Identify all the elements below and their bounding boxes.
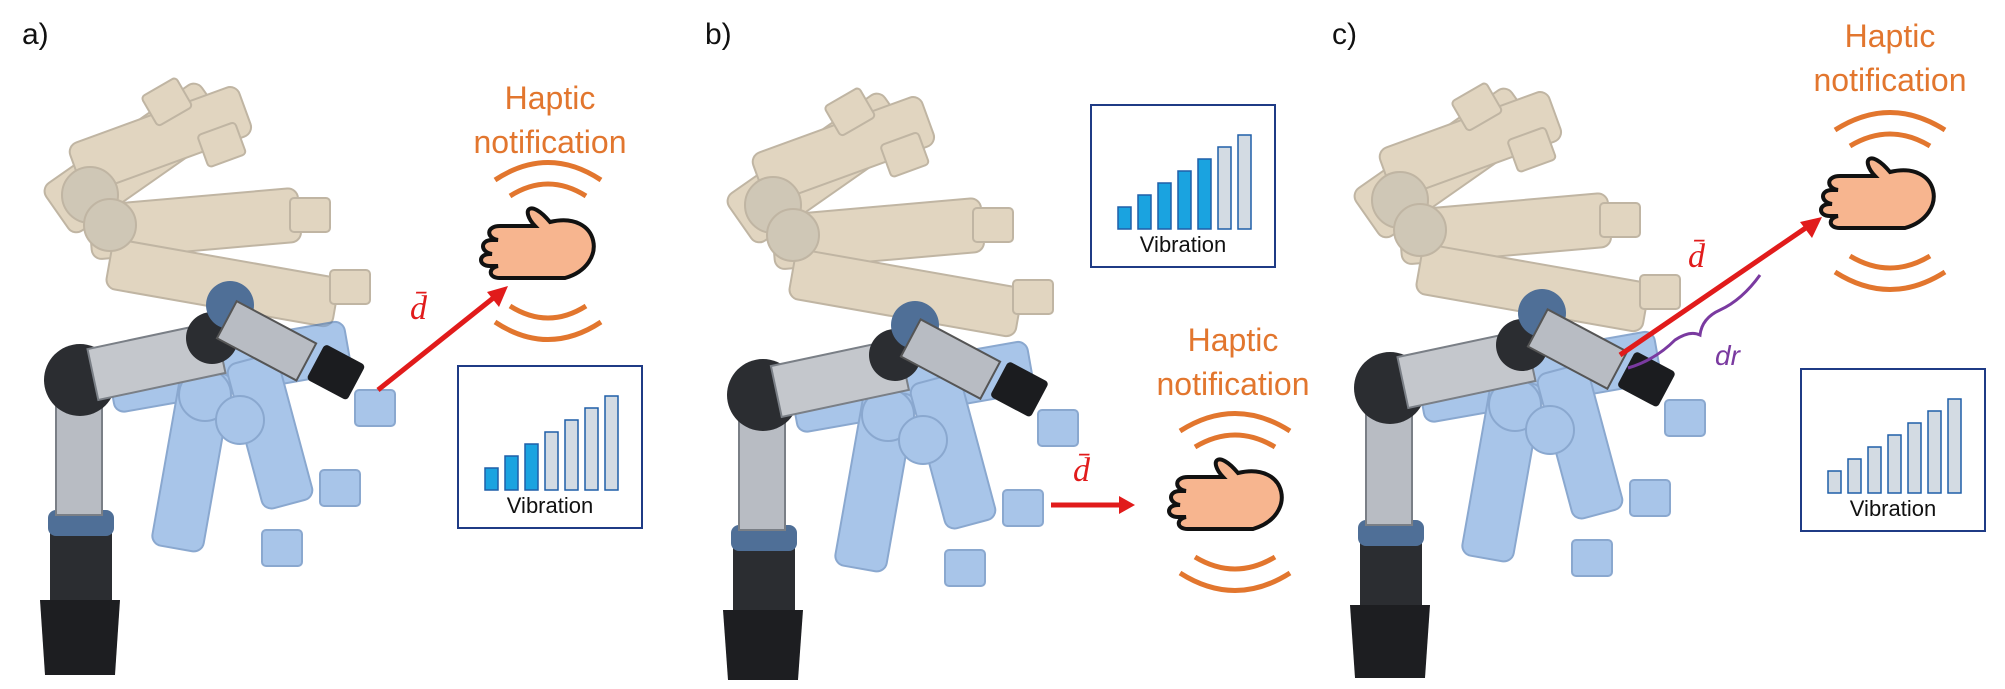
vibration-label: Vibration [506,493,594,518]
vibration-bar [1177,170,1192,230]
vibration-bar [1157,182,1172,230]
vibration-bar [1237,134,1252,230]
vibration-bar [1137,194,1152,230]
distance-arrow [376,293,499,392]
vibration-bars [484,395,619,491]
vibration-bar [1867,446,1882,494]
vibration-label: Vibration [1849,496,1937,521]
haptic-line-2: notification [1813,62,1967,98]
vibration-bar [544,431,559,491]
vibration-bar [1217,146,1232,230]
haptic-line-1: Haptic [1187,322,1279,358]
panel-label: b) [705,18,732,51]
panel-c: c) [1310,0,1986,689]
vibration-bars [1827,398,1962,494]
vibration-waves-icon [493,160,603,342]
panel-label: c) [1332,18,1357,51]
distance-label: d̄ [410,290,427,327]
vibration-waves-icon [1833,110,1947,292]
vibration-indicator: Vibration [1800,368,1986,532]
haptic-notification-label: Haptic notification [1133,318,1333,406]
vibration-bar [484,467,499,491]
range-label: dr [1715,340,1740,371]
vibration-bar [584,407,599,491]
vibration-bar [604,395,619,491]
haptic-line-1: Haptic [504,80,596,116]
robot-arm-illustration [1350,82,1947,678]
vibration-bar [564,419,579,491]
vibration-bars [1117,134,1252,230]
vibration-bar [1847,458,1862,494]
vibration-indicator: Vibration [457,365,643,529]
panel-b: b) [683,0,1351,689]
vibration-bar [1927,410,1942,494]
hand-icon [479,206,596,280]
range-brace [1627,274,1762,370]
robot-arm-illustration [40,77,603,675]
distance-arrow [1618,222,1812,358]
panel-label: a) [22,18,49,51]
vibration-bar [524,443,539,491]
hand-icon [1819,156,1936,230]
vibration-bar [1117,206,1132,230]
vibration-bar [504,455,519,491]
haptic-line-2: notification [473,124,627,160]
haptic-line-2: notification [1156,366,1310,402]
vibration-indicator: Vibration [1090,104,1276,268]
vibration-bar [1887,434,1902,494]
vibration-waves-icon [1178,411,1292,593]
hand-icon [1167,457,1284,531]
vibration-bar [1197,158,1212,230]
haptic-notification-label: Haptic notification [1790,14,1990,102]
distance-label: d̄ [1688,238,1705,275]
haptic-notification-label: Haptic notification [450,76,650,164]
vibration-bar [1947,398,1962,494]
distance-label: d̄ [1073,452,1090,489]
vibration-label: Vibration [1139,232,1227,257]
robot-arm-illustration [723,87,1292,680]
vibration-bar [1907,422,1922,494]
haptic-line-1: Haptic [1844,18,1936,54]
panel-a: a) [0,0,668,689]
vibration-bar [1827,470,1842,494]
